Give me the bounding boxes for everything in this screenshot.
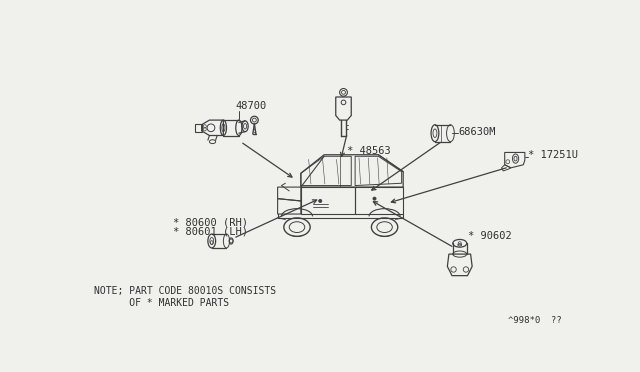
Text: * 80600 (RH): * 80600 (RH) xyxy=(173,218,248,228)
Text: * 48563: * 48563 xyxy=(348,146,391,156)
Text: 68630M: 68630M xyxy=(458,126,496,137)
Text: * 90602: * 90602 xyxy=(467,231,511,241)
Text: 48700: 48700 xyxy=(235,101,266,111)
Text: OF * MARKED PARTS: OF * MARKED PARTS xyxy=(94,298,229,308)
Text: ^998*0  ??: ^998*0 ?? xyxy=(508,316,562,325)
Text: NOTE; PART CODE 80010S CONSISTS: NOTE; PART CODE 80010S CONSISTS xyxy=(94,286,276,296)
Circle shape xyxy=(373,197,376,200)
Text: * 80601 (LH): * 80601 (LH) xyxy=(173,227,248,237)
Text: * 17251U: * 17251U xyxy=(528,150,578,160)
Circle shape xyxy=(319,199,322,202)
